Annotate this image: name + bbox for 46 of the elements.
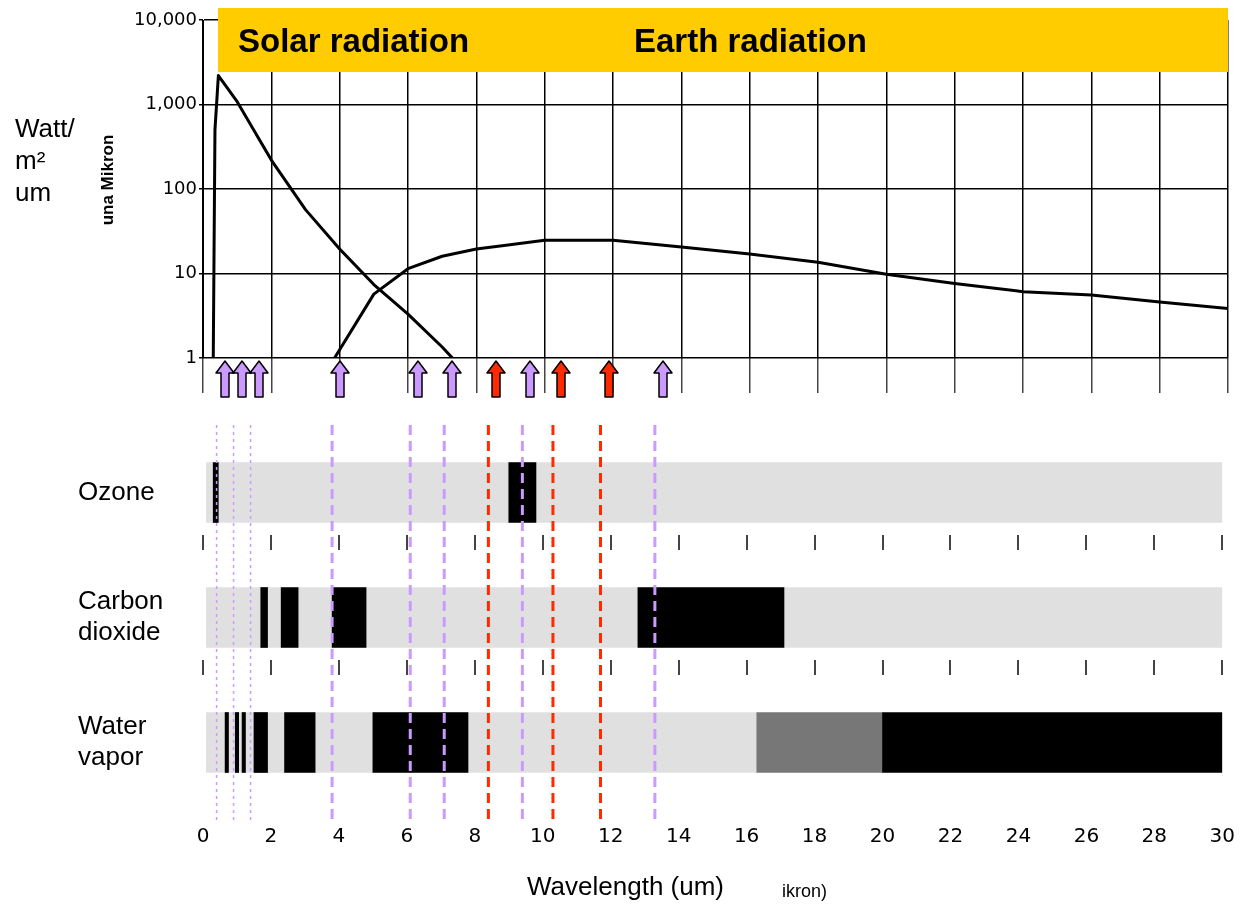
bar — [206, 462, 1223, 523]
bar — [224, 712, 229, 773]
bar — [882, 712, 1223, 773]
y-tick-label: 1 — [185, 345, 197, 367]
y-tick-label: 10,000 — [134, 7, 197, 29]
x-tick-label: 18 — [801, 823, 828, 848]
bar — [212, 462, 219, 523]
bar — [234, 712, 240, 773]
x-tick-label: 28 — [1141, 823, 1168, 848]
x-tick-label: 24 — [1005, 823, 1032, 848]
x-tick-label: 16 — [733, 823, 760, 848]
y-tick-label: 100 — [162, 176, 197, 198]
annotation: Earth radiation — [634, 22, 867, 60]
x-tick-label: 4 — [332, 823, 346, 848]
y-tick-label: 1,000 — [145, 92, 197, 114]
bar — [331, 587, 367, 648]
x-tick-label: 8 — [468, 823, 482, 848]
x-tick-label: 6 — [400, 823, 414, 848]
bar — [241, 712, 246, 773]
bar — [372, 712, 469, 773]
y-tick-label: Water vapor — [78, 710, 147, 772]
x-axis-title: Wavelength (um) — [527, 870, 724, 902]
x-tick-label: 20 — [869, 823, 896, 848]
bar — [756, 712, 883, 773]
bar — [253, 712, 268, 773]
bar — [280, 587, 299, 648]
y-axis-title: Watt/ m² um — [15, 112, 75, 208]
bar — [637, 587, 785, 648]
y-tick-label: Carbon dioxide — [78, 585, 164, 647]
text: una Mikron — [98, 134, 118, 226]
y-tick-label: 10 — [174, 261, 197, 283]
x-tick-label: 30 — [1209, 823, 1235, 848]
bar — [260, 587, 268, 648]
bar — [284, 712, 316, 773]
banner: Solar radiation Earth radiation — [218, 8, 1228, 72]
x-tick-label: 12 — [597, 823, 624, 848]
x-tick-label: 22 — [937, 823, 964, 848]
x-tick-label: 10 — [530, 823, 556, 848]
bar — [508, 462, 537, 523]
x-tick-label: 0 — [196, 823, 210, 848]
annotation: Solar radiation — [238, 22, 470, 60]
text: ikron) — [782, 881, 828, 902]
x-tick-label: 14 — [665, 823, 692, 848]
y-tick-label: Ozone — [78, 475, 155, 506]
x-tick-label: 26 — [1073, 823, 1100, 848]
x-tick-label: 2 — [264, 823, 278, 848]
